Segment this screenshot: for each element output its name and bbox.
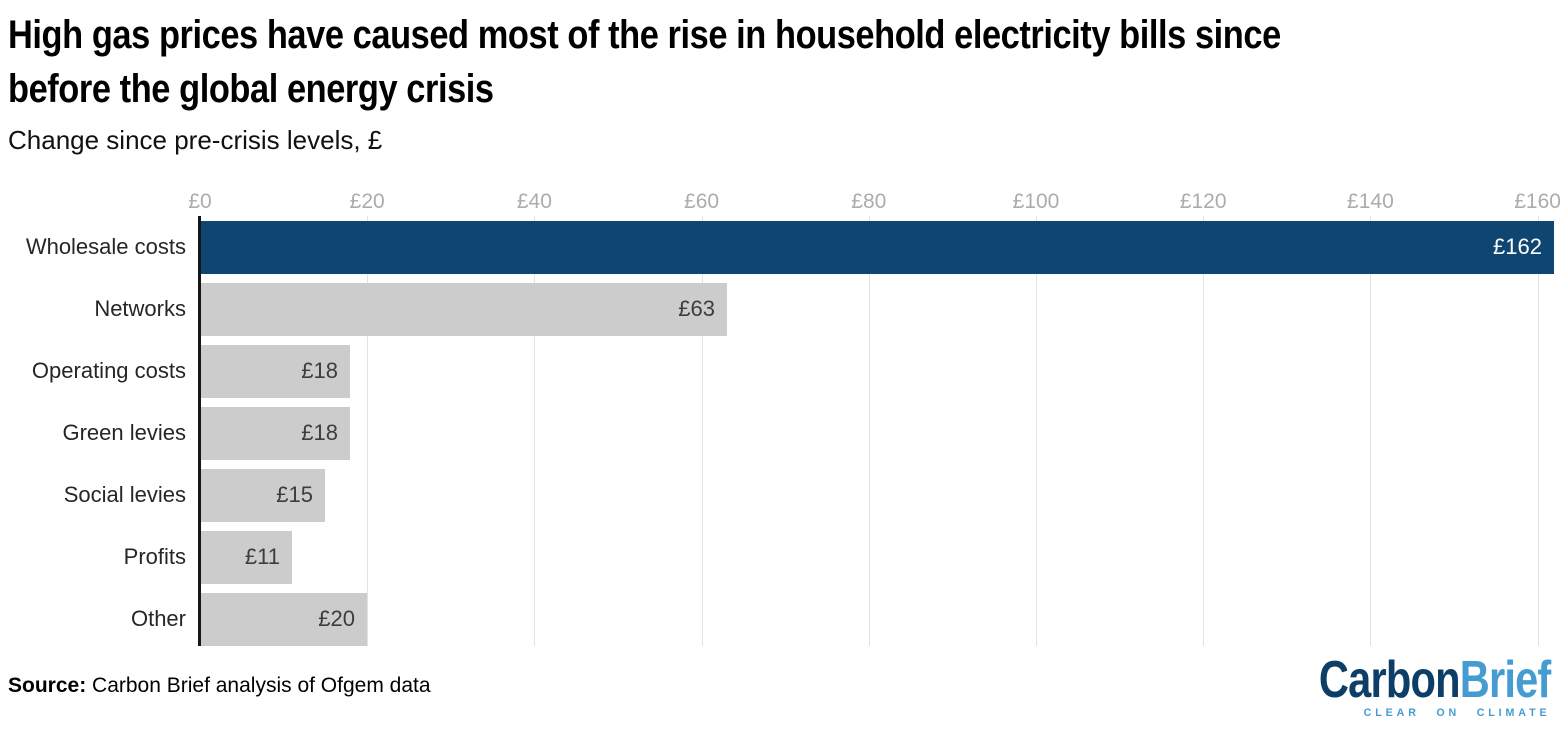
axis-tick-label: £100 — [1012, 190, 1060, 213]
category-label: Networks — [94, 296, 186, 321]
bar-row: Operating costs £18 — [0, 340, 1560, 402]
gridline — [701, 216, 703, 646]
category-label: Other — [130, 606, 186, 631]
bar: £18 — [200, 406, 350, 460]
axis-tick-label: £0 — [188, 190, 212, 213]
gridline — [367, 216, 369, 646]
bar-chart: £0 £20 £40 £60 £80 £100 £120 £140 £160 Wholesale… — [0, 188, 1560, 650]
y-axis-line — [198, 216, 201, 646]
chart-subtitle: Change since pre-crisis levels, £ — [8, 125, 383, 155]
category-label: Wholesale costs — [25, 234, 186, 259]
axis-ticks: £0 £20 £40 £60 £80 £100 £120 £140 £160 — [188, 188, 1560, 216]
gridline — [1370, 216, 1372, 646]
bar: £18 — [200, 344, 350, 398]
gridline — [868, 216, 870, 646]
gridline — [1537, 216, 1539, 646]
bar: £20 — [200, 592, 367, 646]
bar-value-label: £15 — [276, 482, 313, 507]
axis-tick-label: £160 — [1514, 190, 1560, 213]
bar-row: Other £20 — [0, 588, 1560, 650]
logo-tagline: CLEAR ON CLIMATE — [1363, 707, 1550, 719]
axis-tick-label: £40 — [516, 190, 552, 213]
category-label: Green levies — [62, 420, 186, 445]
gridline — [1203, 216, 1205, 646]
chart-title-line-1: High gas prices have caused most of the … — [8, 13, 1281, 57]
chart-header: High gas prices have caused most of the … — [0, 0, 1560, 156]
logo-wordmark: CarbonBrief — [1318, 654, 1550, 706]
bar-value-label: £18 — [301, 420, 338, 445]
bar-value-label: £63 — [678, 296, 715, 321]
bar: £11 — [200, 530, 292, 584]
axis-tick-label: £120 — [1179, 190, 1227, 213]
source-note: Source: Carbon Brief analysis of Ofgem d… — [8, 674, 431, 698]
gridline — [534, 216, 536, 646]
category-label: Operating costs — [31, 358, 186, 383]
bar-row: Social levies £15 — [0, 464, 1560, 526]
axis-tick-label: £140 — [1347, 190, 1394, 213]
bar-value-label: £162 — [1493, 234, 1542, 259]
source-label: Source: — [8, 674, 87, 697]
category-label: Profits — [123, 544, 186, 569]
gridline — [1036, 216, 1037, 646]
axis-tick-label: £80 — [851, 190, 887, 213]
bar-row: Networks £63 — [0, 278, 1560, 340]
bar-row: Wholesale costs £162 — [0, 216, 1560, 278]
bar: £15 — [200, 468, 325, 522]
bar-value-label: £20 — [318, 606, 355, 631]
axis-tick-label: £20 — [349, 190, 385, 213]
source-text: Carbon Brief analysis of Ofgem data — [92, 674, 431, 697]
chart-footer: Source: Carbon Brief analysis of Ofgem d… — [0, 648, 1560, 730]
plot-area: Wholesale costs £162 Networks £63 Operating … — [0, 216, 1560, 650]
bar-row: Green levies £18 — [0, 402, 1560, 464]
axis-tick-label: £60 — [684, 190, 720, 213]
carbonbrief-logo: CarbonBrief CLEAR ON CLIMATE — [1261, 654, 1550, 719]
category-label: Social levies — [63, 482, 186, 507]
bar-value-label: £18 — [301, 358, 338, 383]
logo-word-carbon: Carbon — [1318, 651, 1460, 709]
bar-row: Profits £11 — [0, 526, 1560, 588]
bar: £162 — [200, 220, 1554, 274]
chart-title-line-2: before the global energy crisis — [8, 67, 494, 111]
logo-word-brief: Brief — [1459, 651, 1551, 709]
bar: £63 — [200, 282, 727, 336]
bar-value-label: £11 — [244, 544, 280, 569]
